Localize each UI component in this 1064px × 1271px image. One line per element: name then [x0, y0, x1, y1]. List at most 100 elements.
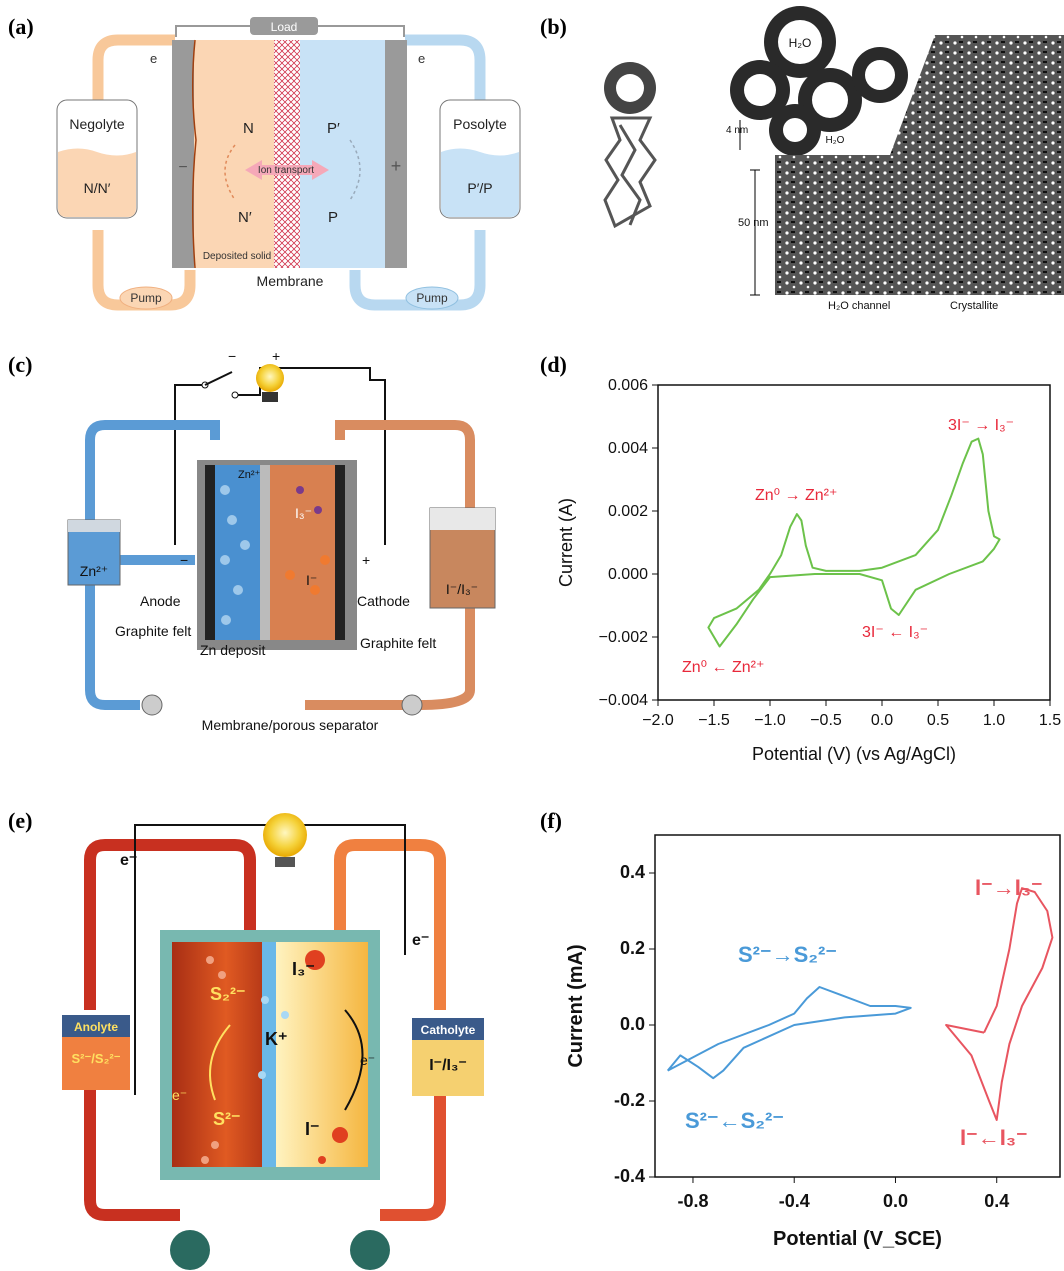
- svg-text:Graphite felt: Graphite felt: [115, 623, 191, 639]
- svg-text:I₃⁻: I₃⁻: [292, 959, 315, 979]
- svg-text:Cathode: Cathode: [357, 593, 410, 609]
- y-tick-label: -0.4: [614, 1166, 645, 1186]
- y-tick-label: −0.004: [599, 692, 648, 709]
- svg-text:Pump: Pump: [416, 291, 448, 305]
- svg-text:e⁻: e⁻: [412, 932, 429, 949]
- load-box: [250, 17, 318, 35]
- x-tick-label: 1.0: [983, 712, 1005, 729]
- svg-text:e: e: [418, 51, 425, 66]
- svg-text:S₂²⁻: S₂²⁻: [210, 984, 246, 1004]
- svg-text:N: N: [243, 120, 254, 137]
- svg-text:e⁻: e⁻: [360, 1052, 375, 1068]
- svg-text:N/N′: N/N′: [84, 180, 111, 196]
- y-tick-label: 0.004: [608, 440, 648, 457]
- svg-text:Pump: Pump: [130, 291, 162, 305]
- svg-text:50 nm: 50 nm: [738, 217, 769, 229]
- panel-e: e⁻ e⁻ Anolyte S²⁻/S₂²⁻ Catholyte I⁻/I₃⁻ …: [62, 813, 484, 1270]
- panel-label-e: (e): [8, 808, 33, 833]
- annotation-ann_zn_red: Zn⁰ ← Zn²⁺: [682, 659, 764, 676]
- y-tick-label: −0.002: [599, 629, 648, 646]
- svg-text:Anode: Anode: [140, 593, 181, 609]
- svg-text:P′: P′: [327, 120, 340, 137]
- svg-text:+: +: [272, 348, 280, 364]
- svg-text:Posolyte: Posolyte: [453, 116, 507, 132]
- svg-text:Ion transport: Ion transport: [258, 165, 314, 176]
- svg-text:P: P: [328, 209, 338, 226]
- panel-b: H₂O H₂O 4 nm 50 nm H₂O channel Crystalli…: [603, 6, 1064, 312]
- svg-text:Membrane: Membrane: [257, 273, 324, 289]
- svg-text:−: −: [228, 348, 236, 364]
- svg-text:Membrane/porous separator: Membrane/porous separator: [202, 717, 379, 733]
- series-line-0: [707, 437, 1001, 648]
- annotation-ann_s_ox: S²⁻→S₂²⁻: [738, 942, 837, 967]
- y-axis-label: Current (A): [556, 498, 576, 587]
- annotation-ann_s_red: S²⁻←S₂²⁻: [685, 1108, 784, 1133]
- x-tick-label: 0.4: [984, 1191, 1009, 1211]
- svg-text:4 nm: 4 nm: [726, 125, 748, 136]
- svg-text:H₂O: H₂O: [789, 36, 812, 50]
- chart-d: −2.0 −1.5 −1.0 −0.5 0.0 0.5 1.0 1.5 −0.004 −0.002…: [556, 377, 1061, 764]
- svg-text:−: −: [178, 159, 187, 176]
- svg-text:I⁻/I₃⁻: I⁻/I₃⁻: [429, 1057, 467, 1074]
- chart-f: -0.8 -0.4 0.0 0.4 0.4 0.2 0.0 -0.2 -0.4 Potential…: [565, 834, 1061, 1250]
- svg-text:Catholyte: Catholyte: [421, 1023, 476, 1037]
- y-axis-label: Current (mA): [565, 944, 587, 1067]
- y-tick-label: 0.006: [608, 377, 648, 394]
- annotation-ann_i_ox: 3I⁻ → I₃⁻: [948, 417, 1014, 434]
- y-tick-label: 0.4: [620, 862, 645, 882]
- svg-text:S²⁻/S₂²⁻: S²⁻/S₂²⁻: [71, 1051, 120, 1066]
- load-label: Load: [271, 20, 298, 34]
- svg-text:I⁻/I₃⁻: I⁻/I₃⁻: [446, 581, 478, 597]
- svg-text:e⁻: e⁻: [172, 1087, 187, 1103]
- x-tick-label: 0.0: [871, 712, 893, 729]
- x-axis-label: Potential (V) (vs Ag/AgCl): [752, 744, 956, 764]
- svg-text:K⁺: K⁺: [265, 1029, 288, 1049]
- svg-text:Anolyte: Anolyte: [74, 1020, 118, 1034]
- panel-label-f: (f): [540, 808, 562, 833]
- annotation-ann_zn_ox: Zn⁰ → Zn²⁺: [755, 487, 837, 504]
- svg-text:I⁻: I⁻: [305, 1119, 320, 1139]
- x-tick-label: 0.5: [927, 712, 949, 729]
- svg-text:Deposited solid: Deposited solid: [203, 251, 271, 262]
- svg-text:Graphite felt: Graphite felt: [360, 635, 436, 651]
- svg-text:Crystallite: Crystallite: [950, 300, 998, 312]
- svg-text:P′/P: P′/P: [467, 180, 492, 196]
- annotation-ann_i_red: I⁻←I₃⁻: [960, 1125, 1028, 1150]
- plot-frame: [657, 384, 1051, 701]
- x-tick-label: 1.5: [1039, 712, 1061, 729]
- svg-text:I⁻: I⁻: [306, 572, 317, 588]
- x-tick-label: -0.4: [779, 1191, 810, 1211]
- plot-frame: [654, 834, 1061, 1178]
- svg-text:Zn²⁺: Zn²⁺: [80, 563, 108, 579]
- svg-text:+: +: [391, 156, 402, 176]
- x-tick-label: -0.8: [677, 1191, 708, 1211]
- panel-label-c: (c): [8, 352, 33, 377]
- svg-text:Zn²⁺: Zn²⁺: [238, 469, 261, 481]
- svg-text:e⁻: e⁻: [120, 852, 137, 869]
- svg-text:H₂O channel: H₂O channel: [828, 300, 890, 312]
- svg-text:I₃⁻: I₃⁻: [295, 505, 312, 521]
- svg-text:N′: N′: [238, 209, 252, 226]
- svg-text:e: e: [150, 51, 157, 66]
- x-tick-label: −0.5: [810, 712, 842, 729]
- x-tick-label: −1.0: [754, 712, 786, 729]
- x-axis-label: Potential (V_SCE): [773, 1228, 942, 1250]
- panel-c: − + Zn²⁺ I⁻/I₃⁻ Zn²⁺ I₃⁻ I⁻ − + Anode Ca…: [67, 348, 496, 733]
- y-tick-label: 0.0: [620, 1014, 645, 1034]
- x-tick-label: −1.5: [698, 712, 730, 729]
- annotation-ann_i_ox: I⁻→I₃⁻: [975, 875, 1043, 900]
- panel-label-d: (d): [540, 352, 567, 377]
- svg-text:Negolyte: Negolyte: [69, 116, 124, 132]
- svg-text:H₂O: H₂O: [826, 135, 845, 146]
- panel-label-b: (b): [540, 14, 567, 39]
- svg-text:S²⁻: S²⁻: [213, 1109, 241, 1129]
- svg-text:Zn deposit: Zn deposit: [200, 642, 265, 658]
- annotation-ann_i_red: 3I⁻ ← I₃⁻: [862, 624, 928, 641]
- svg-text:−: −: [180, 552, 188, 568]
- y-tick-label: 0.002: [608, 503, 648, 520]
- panel-label-a: (a): [8, 14, 34, 39]
- svg-text:+: +: [362, 552, 370, 568]
- series-line-1: [945, 887, 1054, 1121]
- x-tick-label: 0.0: [883, 1191, 908, 1211]
- y-tick-label: 0.2: [620, 938, 645, 958]
